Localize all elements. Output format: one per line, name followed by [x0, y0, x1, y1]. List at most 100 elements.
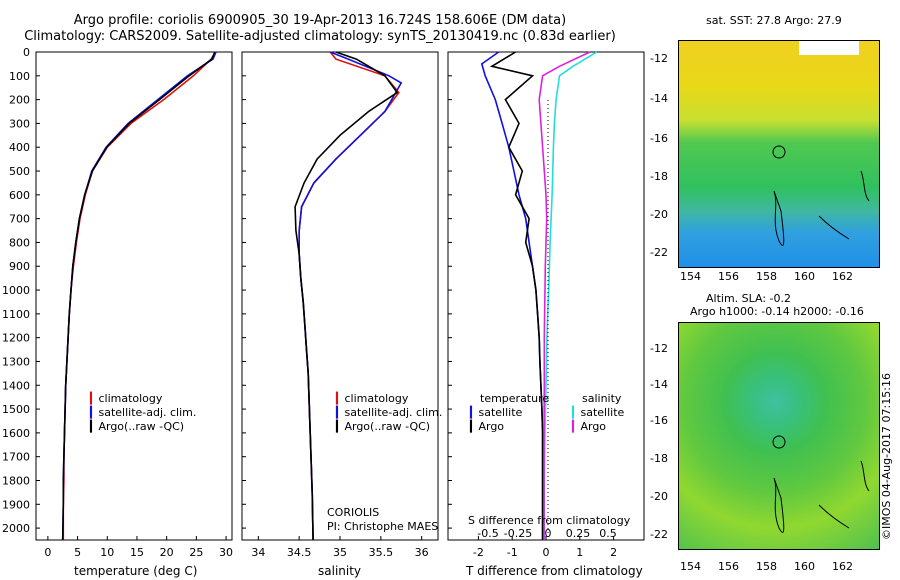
depth-tick-label: 1800	[2, 474, 30, 487]
depth-tick-label: 200	[9, 94, 30, 107]
diff-xtick-label: -2	[473, 546, 484, 559]
temp-series-satellite-adj-clim-	[61, 51, 217, 541]
sal-legend-satellite: ▎satellite-adj. clim.	[336, 406, 443, 419]
depth-tick-label: 1600	[2, 427, 30, 440]
sla-xtick-162: 162	[832, 560, 853, 573]
diff-series-temperature-satellite	[480, 51, 544, 540]
sla-argo-marker	[772, 435, 786, 449]
sst-argo-marker	[772, 145, 786, 159]
diff-legend-sal-satellite: ▎satellite	[572, 406, 625, 419]
sla-map-title1: Altim. SLA: -0.2	[706, 292, 792, 305]
temp-legend-climatology: ▎climatology	[90, 392, 163, 405]
depth-tick-label: 800	[9, 236, 30, 249]
diff-s-tick-label: -0.5	[477, 527, 498, 540]
diff-s-tick-label: 0.25	[566, 527, 591, 540]
depth-tick-label: 1900	[2, 498, 30, 511]
depth-tick-label: 2000	[2, 522, 30, 535]
sla-ytick-14: -14	[650, 378, 668, 391]
sst-xtick-154: 154	[680, 270, 701, 283]
sla-map-title2: Argo h1000: -0.14 h2000: -0.16	[690, 305, 864, 318]
sla-map	[678, 322, 880, 550]
sla-ytick-12: -12	[650, 342, 668, 355]
sla-xtick-156: 156	[718, 560, 739, 573]
diff-s-tick-label: 0.5	[599, 527, 617, 540]
sal-xtick-label: 35.5	[369, 546, 394, 559]
sla-ytick-20: -20	[650, 490, 668, 503]
depth-tick-label: 900	[9, 260, 30, 273]
sst-ytick-16: -16	[650, 132, 668, 145]
sla-xtick-160: 160	[794, 560, 815, 573]
temp-xtick-label: 15	[130, 546, 144, 559]
temp-xtick-label: 5	[74, 546, 81, 559]
depth-tick-label: 1100	[2, 308, 30, 321]
temp-series-climatology	[62, 51, 217, 540]
diff-s-tick-label: 0	[545, 527, 552, 540]
temp-xtick-label: 10	[100, 546, 114, 559]
sst-ytick-22: -22	[650, 246, 668, 259]
sal-legend-argo: ▎Argo(..raw -QC)	[336, 420, 431, 433]
sal-xtick-label: 35	[333, 546, 347, 559]
depth-tick-label: 1700	[2, 451, 30, 464]
temperature-panel-frame	[35, 51, 233, 541]
sst-island-outline-2	[860, 170, 870, 202]
diff-xtick-label: 1	[576, 546, 583, 559]
sal-note-pi: PI: Christophe MAES	[327, 520, 439, 533]
diff-series-salinity-satellite	[543, 51, 598, 540]
sst-ytick-12: -12	[650, 52, 668, 65]
depth-tick-label: 600	[9, 189, 30, 202]
diff-s-tick-label: -0.25	[504, 527, 532, 540]
sla-ytick-16: -16	[650, 414, 668, 427]
sst-xtick-160: 160	[794, 270, 815, 283]
sst-xtick-162: 162	[832, 270, 853, 283]
depth-tick-label: 500	[9, 165, 30, 178]
sal-xlabel: salinity	[318, 564, 362, 578]
sla-ytick-22: -22	[650, 528, 668, 541]
sla-island-outline-1	[773, 477, 785, 533]
depth-tick-label: 0	[23, 46, 30, 59]
temp-xtick-label: 25	[189, 546, 203, 559]
sst-ytick-20: -20	[650, 208, 668, 221]
sla-ytick-18: -18	[650, 452, 668, 465]
temp-legend-satellite: ▎satellite-adj. clim.	[90, 406, 197, 419]
depth-tick-label: 300	[9, 117, 30, 130]
temp-xtick-label: 30	[219, 546, 233, 559]
diff-xtick-label: 2	[610, 546, 617, 559]
depth-tick-label: 1300	[2, 355, 30, 368]
sst-island-outline-1	[773, 190, 785, 246]
difference-panel-frame	[447, 51, 645, 541]
diff-series-temperature-argo	[489, 51, 544, 540]
sst-ytick-18: -18	[650, 170, 668, 183]
sst-island-outline-3	[818, 215, 850, 240]
depth-tick-label: 700	[9, 213, 30, 226]
diff-xtick-label: -1	[507, 546, 518, 559]
sal-legend-climatology: ▎climatology	[336, 392, 409, 405]
sla-xtick-154: 154	[680, 560, 701, 573]
diff-xtick-label: 0	[543, 546, 550, 559]
sal-xtick-label: 34	[251, 546, 265, 559]
diff-top-label: S difference from climatology	[468, 514, 631, 527]
imos-stamp: ©IMOS 04-Aug-2017 07:15:16	[880, 373, 893, 540]
depth-tick-label: 1500	[2, 403, 30, 416]
sal-series-climatology	[298, 51, 400, 541]
temp-xlabel: temperature (deg C)	[74, 564, 198, 578]
depth-tick-label: 400	[9, 141, 30, 154]
sal-xtick-label: 34.5	[287, 546, 312, 559]
sst-map	[678, 40, 880, 268]
sst-ytick-14: -14	[650, 92, 668, 105]
temp-series-argo-raw-qc-	[61, 51, 216, 541]
depth-tick-label: 1000	[2, 284, 30, 297]
sla-island-outline-3	[818, 504, 850, 529]
diff-series-salinity-argo	[538, 51, 591, 540]
diff-legend-temp-satellite: ▎satellite	[470, 406, 523, 419]
diff-legend-sal-title: salinity	[582, 392, 622, 405]
figure-title-line1: Argo profile: coriolis 6900905_30 19-Apr…	[73, 13, 567, 28]
diff-xlabel: T difference from climatology	[466, 564, 643, 578]
depth-tick-label: 1200	[2, 332, 30, 345]
sla-xtick-158: 158	[756, 560, 777, 573]
sst-xtick-158: 158	[756, 270, 777, 283]
sst-missing-data	[799, 41, 859, 55]
sal-xtick-label: 36	[415, 546, 429, 559]
diff-legend-sal-argo: ▎Argo	[572, 420, 607, 433]
diff-legend-temp-title: temperature	[480, 392, 550, 405]
